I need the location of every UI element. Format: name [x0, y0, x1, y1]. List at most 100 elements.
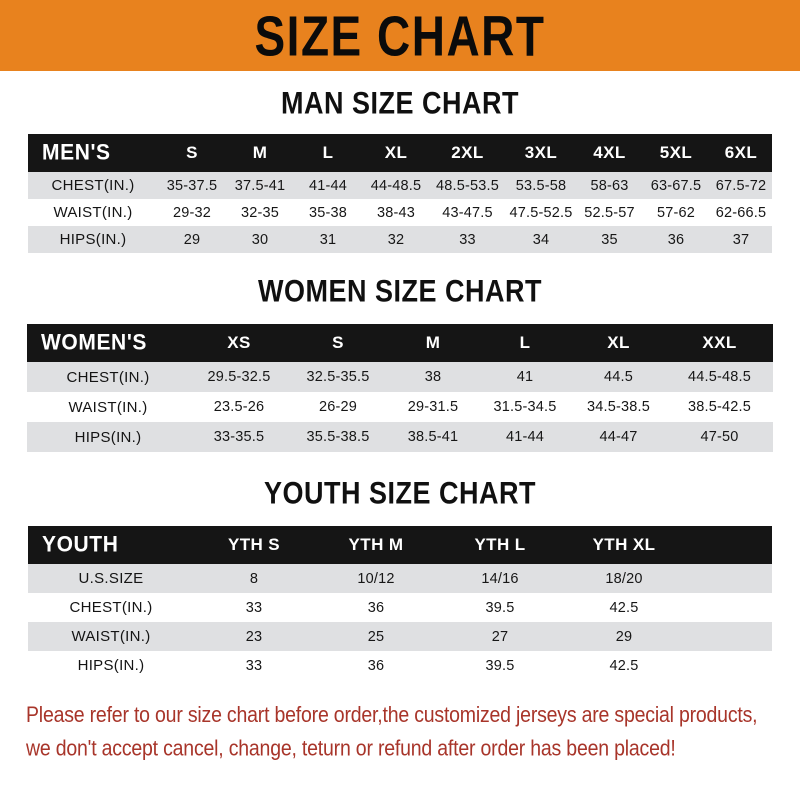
cell: 43-47.5	[442, 204, 493, 221]
table-header-row: YOUTH YTH S YTH M YTH L YTH XL	[28, 526, 772, 564]
women-col-header: XXL	[702, 333, 737, 352]
cell: 67.5-72	[715, 177, 767, 194]
men-col-header: XL	[384, 143, 408, 162]
section-title-men: MAN SIZE CHART	[281, 85, 519, 121]
women-col-header: XL	[607, 333, 630, 352]
row-label: CHEST(IN.)	[66, 368, 150, 386]
cell: 33	[245, 657, 263, 674]
cell: 33-35.5	[213, 429, 265, 445]
row-label: HIPS(IN.)	[59, 231, 127, 248]
cell: 44-47	[599, 429, 638, 445]
section-title-youth: YOUTH SIZE CHART	[263, 475, 536, 511]
row-label: CHEST(IN.)	[69, 599, 153, 616]
footer-line-2: we don't accept cancel, change, teturn o…	[26, 736, 676, 762]
cell: 25	[367, 628, 385, 645]
table-row: CHEST(IN.) 33 36 39.5 42.5	[28, 593, 772, 622]
cell: 29-32	[172, 204, 212, 221]
cell: 32	[387, 231, 405, 248]
youth-col-header: YTH M	[348, 535, 404, 554]
cell: 36	[367, 599, 385, 616]
cell-spacer	[686, 651, 772, 680]
section-women: WOMEN SIZE CHART WOMEN'S XS S M L XL XXL	[0, 274, 800, 452]
men-table-body: CHEST(IN.) 35-37.5 37.5-41 41-44 44-48.5…	[28, 172, 772, 253]
cell: 57-62	[656, 204, 696, 221]
cell: 41-44	[505, 429, 545, 445]
cell: 23	[245, 628, 263, 645]
cell: 44.5	[603, 369, 634, 385]
youth-table-body: U.S.SIZE 8 10/12 14/16 18/20 CHEST(IN.) …	[28, 564, 772, 680]
cell: 47.5-52.5	[509, 204, 573, 221]
youth-table-header: YOUTH YTH S YTH M YTH L YTH XL	[28, 526, 772, 564]
row-label: WAIST(IN.)	[71, 628, 151, 645]
table-row: WAIST(IN.) 23.5-26 26-29 29-31.5 31.5-34…	[27, 392, 773, 422]
cell: 26-29	[318, 399, 358, 415]
women-col-header: S	[332, 333, 344, 352]
cell: 35-37.5	[166, 177, 218, 194]
cell: 48.5-53.5	[435, 177, 500, 194]
cell: 29	[183, 231, 201, 248]
cell: 39.5	[485, 599, 515, 616]
men-col-header: 4XL	[593, 143, 626, 162]
banner: SIZE CHART	[0, 0, 800, 71]
table-header-row: WOMEN'S XS S M L XL XXL	[27, 324, 773, 362]
row-label: WAIST(IN.)	[53, 204, 133, 221]
men-col-header: M	[252, 143, 268, 162]
cell: 53.5-58	[515, 177, 567, 194]
row-label: HIPS(IN.)	[74, 428, 142, 446]
table-row: HIPS(IN.) 33-35.5 35.5-38.5 38.5-41 41-4…	[27, 422, 773, 452]
cell: 44-48.5	[370, 177, 422, 194]
men-col-header: 5XL	[659, 143, 693, 162]
cell: 41	[516, 369, 534, 385]
cell: 39.5	[485, 657, 515, 674]
cell-spacer	[686, 593, 772, 622]
men-col-header: 2XL	[451, 143, 484, 162]
cell: 41-44	[308, 177, 348, 194]
cell: 35-38	[308, 204, 348, 221]
cell: 33	[459, 231, 476, 248]
cell: 32-35	[240, 204, 280, 221]
cell: 29	[615, 628, 633, 645]
cell: 34	[532, 231, 550, 248]
men-col-header: 6XL	[724, 143, 758, 162]
youth-col-header: YTH L	[474, 535, 526, 554]
table-row: U.S.SIZE 8 10/12 14/16 18/20	[28, 564, 772, 593]
cell: 38-43	[376, 204, 416, 221]
youth-size-table: YOUTH YTH S YTH M YTH L YTH XL U.S.SIZE …	[28, 526, 772, 680]
cell: 29.5-32.5	[207, 369, 271, 385]
cell: 10/12	[357, 570, 395, 587]
cell: 38.5-42.5	[687, 399, 752, 415]
table-row: WAIST(IN.) 23 25 27 29	[28, 622, 772, 651]
cell: 29-31.5	[407, 399, 459, 415]
table-header-row: MEN'S S M L XL 2XL 3XL 4XL 5XL 6XL	[28, 134, 772, 172]
women-table-body: CHEST(IN.) 29.5-32.5 32.5-35.5 38 41 44.…	[27, 362, 773, 452]
cell: 23.5-26	[213, 399, 265, 415]
men-col-header: S	[186, 143, 198, 162]
cell: 14/16	[481, 570, 519, 587]
page-title: SIZE CHART	[254, 3, 546, 68]
men-col-header: L	[322, 143, 334, 162]
cell: 44.5-48.5	[687, 369, 752, 385]
row-label: CHEST(IN.)	[51, 177, 135, 194]
women-corner-label: WOMEN'S	[41, 330, 148, 355]
cell: 36	[667, 231, 685, 248]
cell: 37.5-41	[234, 177, 286, 194]
cell: 18/20	[605, 570, 643, 587]
men-table-header: MEN'S S M L XL 2XL 3XL 4XL 5XL 6XL	[28, 134, 772, 172]
cell: 47-50	[700, 429, 739, 445]
women-col-header: L	[519, 333, 531, 352]
cell: 38	[424, 369, 442, 385]
row-label: U.S.SIZE	[78, 570, 144, 587]
men-col-header: 3XL	[524, 143, 558, 162]
cell: 27	[491, 628, 509, 645]
cell: 32.5-35.5	[306, 369, 370, 385]
women-table-header: WOMEN'S XS S M L XL XXL	[27, 324, 773, 362]
cell-spacer	[686, 564, 772, 593]
cell: 42.5	[609, 599, 639, 616]
men-corner-label: MEN'S	[42, 140, 111, 165]
cell: 62-66.5	[715, 204, 767, 221]
footer-disclaimer: Please refer to our size chart before or…	[0, 698, 800, 765]
section-youth: YOUTH SIZE CHART YOUTH YTH S YTH M YTH L…	[0, 475, 800, 680]
cell: 8	[249, 570, 259, 587]
women-size-table: WOMEN'S XS S M L XL XXL CHEST(IN.) 29.5-…	[27, 324, 773, 452]
